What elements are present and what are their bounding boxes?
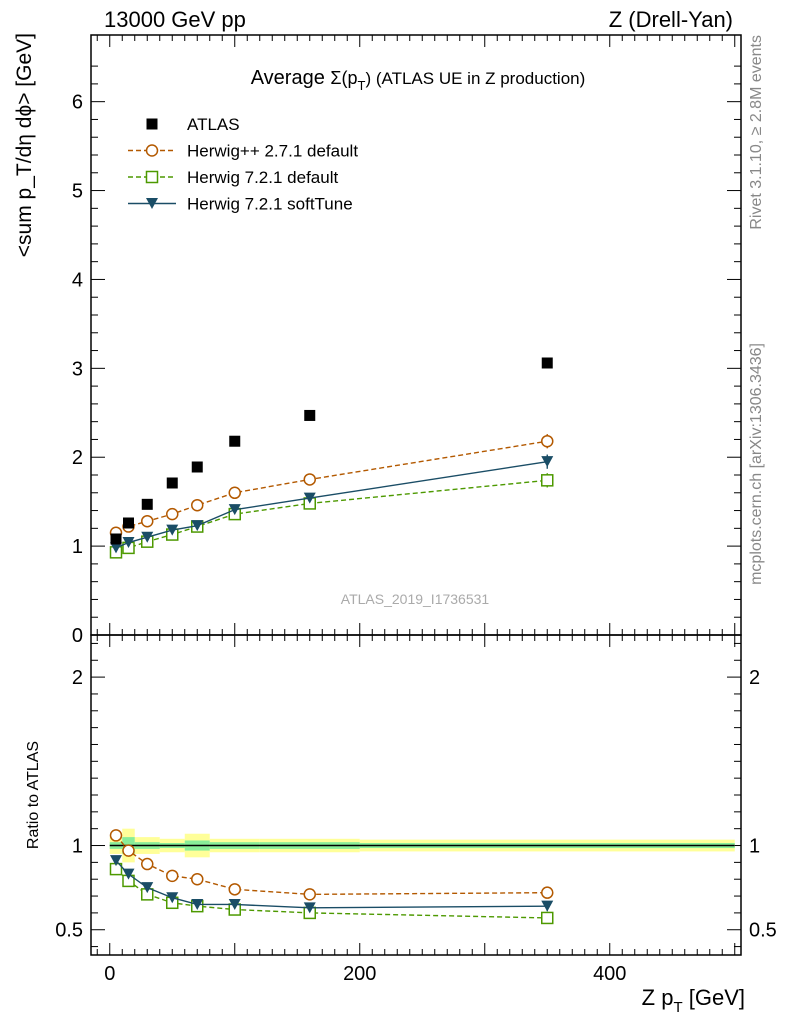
header-left: 13000 GeV pp — [104, 7, 246, 32]
main-point-herwig-7-2-1-softtune — [228, 504, 241, 516]
main-point-herwig-7-2-1-softtune — [110, 542, 122, 554]
main-ylabel: <sum p_T/dη dϕ> [GeV] — [13, 33, 36, 257]
ratio-point-herwig-2-7-1-default — [122, 844, 135, 857]
rivet-label: Rivet 3.1.10, ≥ 2.8M events — [748, 35, 765, 230]
ratio-point-herwig-7-2-1-softtune — [541, 900, 554, 912]
ratio-ylabel: Ratio to ATLAS — [25, 741, 42, 849]
legend-label: Herwig 7.2.1 softTune — [187, 195, 353, 214]
legend-label: Herwig 7.2.1 default — [187, 168, 338, 187]
ratio-line-herwig-7-2-1-default — [115, 868, 548, 919]
ratio-point-herwig-7-2-1-default — [541, 911, 554, 925]
ratio-point-herwig-2-7-1-default — [109, 829, 123, 842]
main-ytick-label: 5 — [72, 181, 83, 203]
main-point-herwig-2-7-1-default — [228, 486, 241, 500]
xtick-label: 0 — [104, 963, 115, 985]
ratio-point-herwig-7-2-1-softtune — [166, 892, 179, 904]
legend-label: ATLAS — [187, 115, 240, 134]
main-point-atlas — [304, 409, 316, 421]
main-ytick-label: 3 — [72, 358, 83, 380]
main-line-herwig-2-7-1-default — [115, 440, 548, 534]
chart-title: Average Σ(pT) (ATLAS UE in Z production) — [251, 67, 586, 93]
main-point-herwig-7-2-1-softtune — [191, 520, 204, 532]
main-point-atlas — [166, 477, 178, 489]
main-point-atlas — [123, 517, 134, 529]
main-ytick-label: 0 — [72, 625, 83, 647]
ratio-plot-panel: 0.5 0.5 1 1 2 2 0 200 400 Ratio to ATLAS Z pT [GeV… — [25, 634, 777, 1016]
legend-marker — [146, 118, 158, 130]
ratio-point-herwig-7-2-1-softtune — [141, 882, 154, 894]
main-point-herwig-2-7-1-default — [303, 473, 316, 486]
ratio-ytick-label-right: 0.5 — [749, 920, 777, 942]
main-point-atlas — [229, 435, 241, 447]
legend-label: Herwig++ 2.7.1 default — [187, 142, 358, 161]
ratio-point-herwig-2-7-1-default — [228, 883, 241, 896]
mcplots-label: mcplots.cern.ch [arXiv:1306.3436] — [748, 343, 765, 585]
ratio-ytick-label: 0.5 — [55, 920, 83, 942]
ratio-point-herwig-7-2-1-softtune — [303, 902, 316, 914]
ratio-ytick-label-right: 2 — [749, 667, 760, 689]
main-ytick-label: 6 — [72, 92, 83, 114]
ratio-point-herwig-2-7-1-default — [191, 872, 204, 886]
ratio-point-herwig-2-7-1-default — [303, 888, 316, 901]
main-point-herwig-7-2-1-softtune — [141, 531, 154, 543]
legend-marker — [145, 170, 159, 184]
xlabel: Z pT [GeV] — [642, 985, 745, 1016]
main-plot-panel: 0 1 2 3 4 5 6 Average Σ(pT) (ATLAS UE in Z prod… — [13, 33, 742, 647]
main-point-atlas — [110, 533, 122, 545]
main-ytick-label: 2 — [72, 447, 83, 469]
main-point-herwig-7-2-1-softtune — [166, 524, 179, 536]
ratio-point-herwig-7-2-1-softtune — [228, 898, 241, 910]
watermark: ATLAS_2019_I1736531 — [341, 591, 490, 607]
main-point-herwig-2-7-1-default — [191, 498, 204, 512]
ratio-ytick-label: 1 — [72, 836, 83, 858]
main-point-herwig-2-7-1-default — [141, 514, 154, 528]
main-point-atlas — [191, 461, 203, 473]
legend-marker — [146, 198, 158, 209]
main-point-herwig-2-7-1-default — [166, 507, 179, 521]
xtick-label: 400 — [593, 963, 626, 985]
main-point-herwig-7-2-1-default — [541, 474, 554, 487]
main-line-herwig-7-2-1-default — [115, 479, 548, 553]
ratio-point-herwig-7-2-1-softtune — [110, 855, 122, 867]
main-point-herwig-2-7-1-default — [541, 434, 554, 448]
xtick-label: 200 — [343, 963, 376, 985]
ratio-line-herwig-2-7-1-default — [115, 834, 548, 896]
ratio-ytick-label: 2 — [72, 667, 83, 689]
legend-marker — [145, 144, 159, 157]
main-point-herwig-7-2-1-softtune — [303, 492, 316, 504]
main-ytick-label: 4 — [72, 269, 83, 291]
header-right: Z (Drell-Yan) — [609, 7, 733, 32]
main-point-atlas — [141, 498, 153, 510]
main-ytick-label: 1 — [72, 536, 83, 558]
ratio-point-herwig-2-7-1-default — [141, 857, 154, 871]
ratio-point-herwig-2-7-1-default — [541, 886, 554, 899]
ratio-ytick-label-right: 1 — [749, 836, 760, 858]
main-line-herwig-7-2-1-softtune — [115, 460, 548, 549]
ratio-point-herwig-7-2-1-softtune — [122, 868, 135, 880]
main-point-herwig-7-2-1-softtune — [122, 537, 135, 549]
ratio-point-herwig-7-2-1-softtune — [191, 898, 204, 910]
ratio-line-herwig-7-2-1-softtune — [115, 860, 548, 909]
main-point-herwig-7-2-1-softtune — [541, 456, 554, 468]
main-point-atlas — [541, 357, 553, 369]
ratio-point-herwig-2-7-1-default — [166, 869, 179, 883]
